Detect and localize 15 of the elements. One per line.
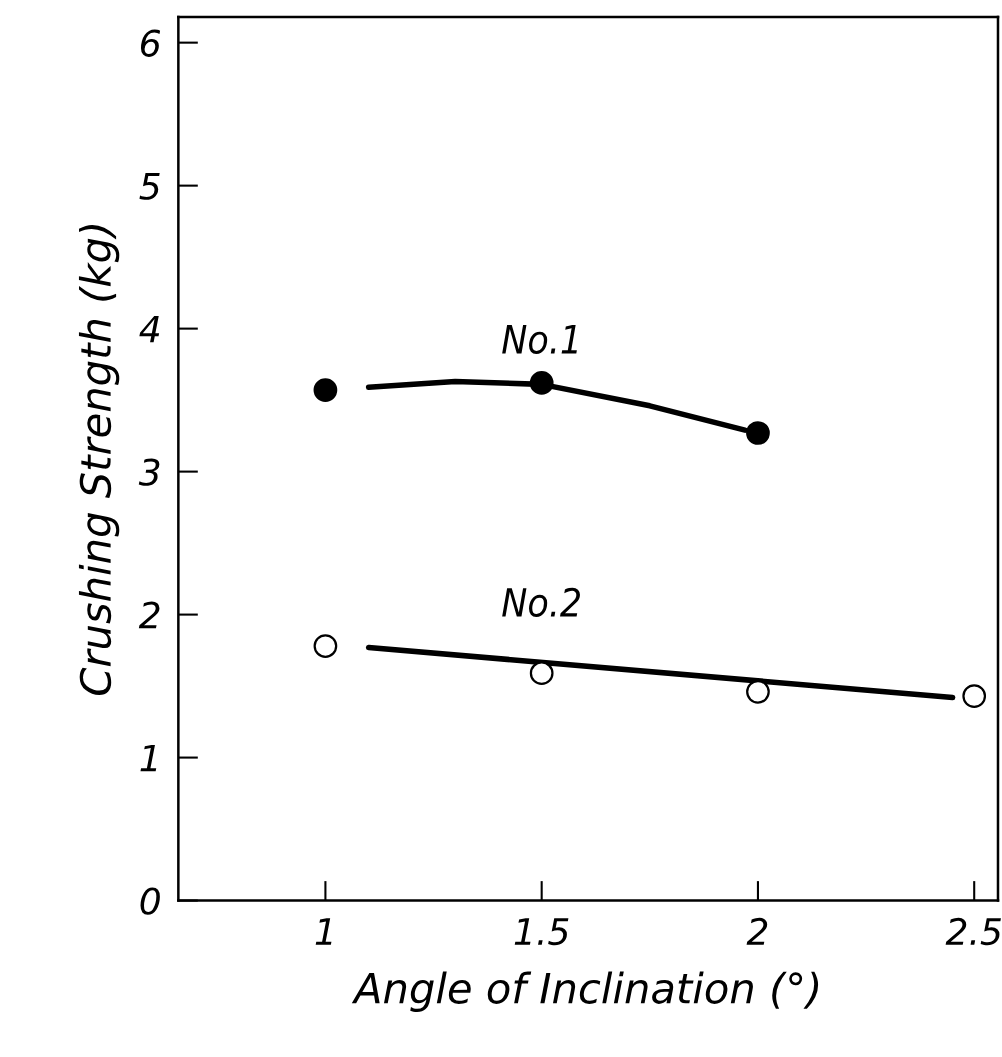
x-tick-label: 1.5 [514,918,569,946]
series-label: No.2 [502,587,580,618]
y-tick-label: 4 [139,316,160,343]
y-tick-label: 6 [140,29,161,57]
x-tick-label: 2.5 [945,917,1001,946]
y-tick-label: 2 [138,601,160,629]
y-tick-label: 1 [140,744,157,772]
x-tick-label: 1 [315,918,332,945]
series-label: No.1 [502,325,577,354]
y-axis-title: Crushing Strength (kg) [78,225,120,695]
x-tick-label: 2 [746,917,768,945]
y-tick-label: 3 [138,458,160,486]
y-tick-label: 0 [140,887,160,915]
y-tick-label: 5 [139,173,160,200]
x-axis-title: Angle of Inclination (°) [351,971,819,1012]
